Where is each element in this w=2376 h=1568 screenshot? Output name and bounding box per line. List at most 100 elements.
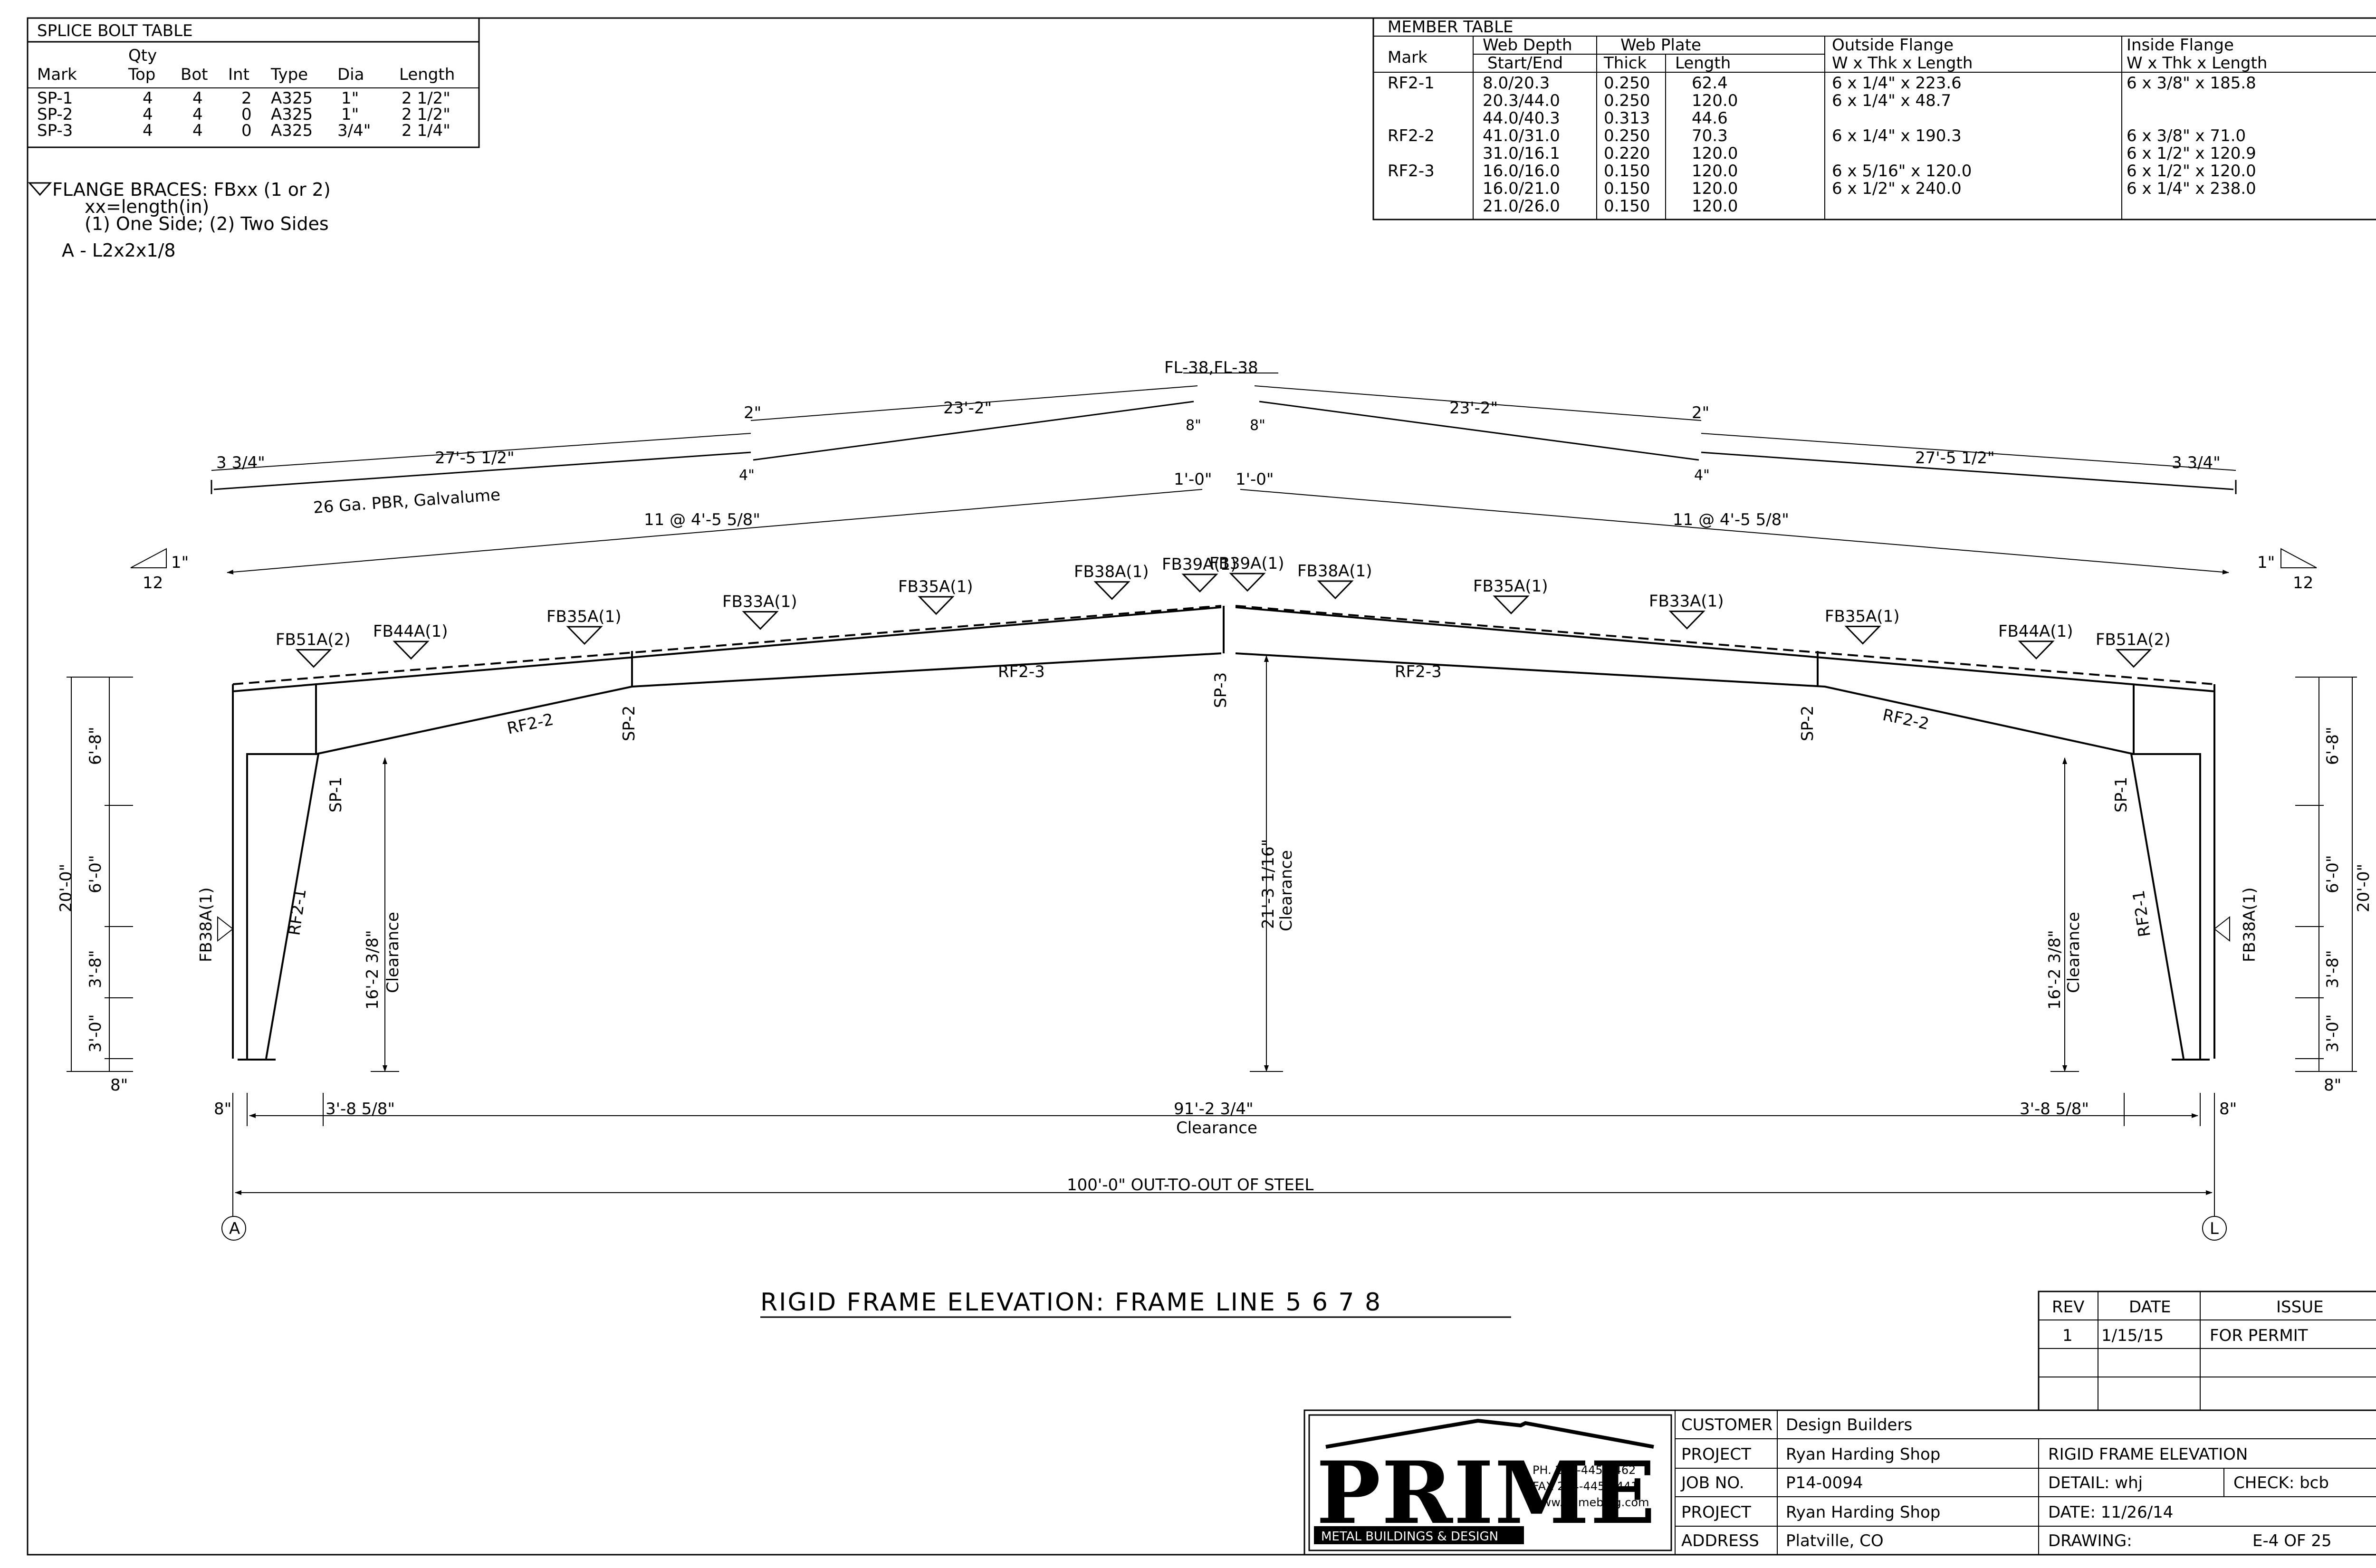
side-clearance-height: 16'-2 3/8": [363, 930, 382, 1010]
member-cell-depth: 41.0/31.0: [1483, 126, 1560, 145]
brace-triangle-icon: [1493, 595, 1530, 614]
member-cell-outside: 6 x 1/4" x 48.7: [1832, 91, 1951, 110]
table-row: SP-1 4 4 2 A325 1" 2 1/2": [37, 89, 450, 108]
splice-mark-header: Mark: [37, 65, 77, 84]
ridge-offset-left: 1'-0": [1174, 470, 1212, 489]
member-cell-outside: 6 x 1/4" x 190.3: [1832, 126, 1962, 145]
member-label-sp1: SP-1: [326, 777, 345, 813]
base-offset-left: 8": [214, 1100, 231, 1119]
logo-phone: PH. 254-445-4462: [1533, 1463, 1636, 1477]
splice-length-header: Length: [399, 65, 455, 84]
vertical-dims-right: [2295, 677, 2357, 1072]
flange-brace-marker: FB39A(1): [1162, 555, 1237, 593]
grid-label-l: L: [2210, 1219, 2219, 1238]
clearance-width-label: Clearance: [1176, 1119, 1257, 1138]
flange-brace-marker: FB39A(1): [1209, 554, 1284, 592]
member-thick-header: Thick: [1603, 54, 1647, 73]
issue-header: ISSUE: [2276, 1298, 2324, 1317]
brace-triangle-icon: [393, 641, 430, 660]
customer-label: CUSTOMER: [1681, 1415, 1772, 1434]
flange-brace-marker: FB33A(1): [722, 593, 797, 630]
member-cell-thick: 0.150: [1604, 197, 1650, 216]
flange-note-line4: A - L2x2x1/8: [62, 240, 176, 261]
rev-date: 1/15/15: [2101, 1326, 2164, 1345]
flange-brace-label: FB35A(1): [546, 607, 622, 626]
splice-length: 2 1/2": [402, 105, 450, 124]
splice-mark: SP-2: [37, 105, 73, 124]
drawing-title-value: RIGID FRAME ELEVATION: [2048, 1445, 2248, 1464]
member-cell-length: 70.3: [1692, 126, 1728, 145]
member-cell-length: 120.0: [1692, 179, 1738, 198]
flange-brace-marker: FB35A(1): [1825, 607, 1900, 645]
table-row: 16.0/21.0 0.150 120.0 6 x 1/2" x 240.0 6 x 1…: [1483, 179, 2256, 198]
flange-brace-label: FB39A(1): [1209, 554, 1284, 573]
table-row: RF2-3 16.0/16.0 0.150 120.0 6 x 5/16" x 120.…: [1388, 162, 2256, 181]
flange-brace-label: FB39A(1): [1162, 555, 1237, 574]
member-cell-thick: 0.220: [1604, 144, 1650, 163]
member-cell-thick: 0.150: [1604, 179, 1650, 198]
slope-symbol-right: 1" 12: [2257, 548, 2317, 593]
brace-triangle-icon: [742, 611, 779, 630]
splice-top: 4: [143, 89, 153, 108]
member-cell-depth: 16.0/16.0: [1483, 162, 1560, 181]
ridge-8-left: 8": [1186, 417, 1201, 434]
table-row: 44.0/40.3 0.313 44.6: [1483, 109, 1728, 128]
brace-triangle-icon: [566, 626, 603, 645]
brace-triangle-icon: [1093, 581, 1131, 600]
logo-fax: FAX 254-445-4441: [1533, 1480, 1638, 1493]
member-label-sp2: SP-2: [1798, 706, 1817, 741]
slope-run: 12: [143, 574, 163, 593]
member-plate-header: Web Plate: [1620, 36, 1701, 55]
project2-value: Ryan Harding Shop: [1786, 1503, 1940, 1522]
grid-label-a: A: [229, 1219, 240, 1238]
splice-bot: 4: [192, 121, 203, 140]
brace-triangle-icon: [28, 182, 52, 196]
ridge-offset-right: 1'-0": [1236, 470, 1274, 489]
splice-bot: 4: [192, 89, 203, 108]
side-clearance-height: 16'-2 3/8": [2045, 930, 2064, 1010]
project-value: Ryan Harding Shop: [1786, 1445, 1940, 1464]
panel-length-right-2: 23'-2": [1449, 399, 1498, 418]
brace-triangle-icon: [1181, 574, 1218, 593]
member-mark-header: Mark: [1388, 48, 1428, 67]
splice-type-header: Type: [270, 65, 308, 84]
base-height-right: 8": [2324, 1076, 2341, 1095]
eave-overhang-right: 3 3/4": [2172, 453, 2221, 472]
brace-triangle-icon: [1317, 580, 1354, 600]
member-cell-length: 120.0: [1692, 197, 1738, 216]
flange-note-line1: FLANGE BRACES: FBxx (1 or 2): [52, 179, 331, 200]
clearance-dims: [232, 655, 2215, 1216]
flange-brace-label: FB33A(1): [722, 593, 797, 612]
table-row: 21.0/26.0 0.150 120.0: [1483, 197, 1738, 216]
height-seg4-right: 3'-0": [2323, 1014, 2342, 1052]
prime-logo: PRIME METAL BUILDINGS & DESIGN PH. 254-4…: [1308, 1414, 1672, 1551]
member-label-rf23: RF2-3: [998, 662, 1045, 681]
member-label-rf21: RF2-1: [285, 888, 310, 937]
height-seg3-left: 3'-8": [86, 950, 105, 988]
splice-type: A325: [271, 121, 313, 140]
member-label-sp2: SP-2: [620, 706, 639, 741]
table-row: RF2-1 8.0/20.3 0.250 62.4 6 x 1/4" x 223.6 6 …: [1388, 74, 2256, 93]
brace-triangle-icon: [918, 596, 955, 615]
grid-bubble-l: L: [2202, 1216, 2227, 1241]
brace-triangle-icon: [1668, 611, 1705, 630]
lap4-right: 4": [1694, 467, 1710, 484]
height-seg4-left: 3'-0": [86, 1014, 105, 1052]
member-cell-length: 120.0: [1692, 91, 1738, 110]
column-brace-label: FB38A(1): [2240, 887, 2259, 962]
grid-bubble-a: A: [221, 1216, 246, 1241]
check-value: CHECK: bcb: [2233, 1473, 2329, 1492]
slope-rise: 1": [2257, 553, 2275, 572]
flange-brace-marker: FB44A(1): [1998, 622, 2073, 660]
splice-int: 0: [241, 121, 252, 140]
member-outside-sub: W x Thk x Length: [1832, 54, 1973, 73]
flange-brace-marker: FB51A(2): [276, 631, 351, 668]
column-brace-label: FB38A(1): [197, 887, 216, 962]
panel-length-left-2: 23'-2": [943, 399, 992, 418]
table-row: SP-3 4 4 0 A325 3/4" 2 1/4": [37, 121, 450, 140]
brace-triangle-icon: [1229, 573, 1266, 592]
flange-note-line3: (1) One Side; (2) Two Sides: [85, 213, 329, 234]
flange-brace-marker: FB44A(1): [373, 622, 448, 660]
table-row: 20.3/44.0 0.250 120.0 6 x 1/4" x 48.7: [1483, 91, 1951, 110]
